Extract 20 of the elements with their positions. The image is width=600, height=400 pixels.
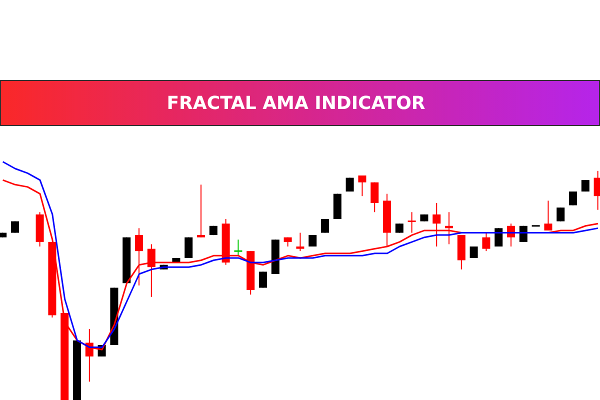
candlestick	[544, 200, 552, 231]
candlestick	[370, 182, 379, 213]
banner: FRACTAL AMA INDICATOR	[0, 80, 600, 126]
candlestick	[197, 184, 206, 238]
candlestick	[569, 191, 578, 206]
candlestick	[556, 207, 565, 222]
candlestick	[432, 202, 441, 248]
chart-title: FRACTAL AMA INDICATOR	[166, 92, 426, 114]
candlestick	[135, 228, 144, 286]
candlestick	[296, 232, 304, 252]
candlestick	[408, 212, 416, 234]
candlestick	[470, 246, 478, 258]
candlestick	[147, 244, 156, 298]
candlestick	[321, 218, 330, 234]
candlestick	[234, 239, 242, 256]
candlestick	[184, 236, 193, 258]
candlestick	[259, 271, 268, 288]
candlestick	[395, 223, 404, 234]
candlestick	[358, 174, 366, 197]
candlestick	[482, 232, 490, 252]
